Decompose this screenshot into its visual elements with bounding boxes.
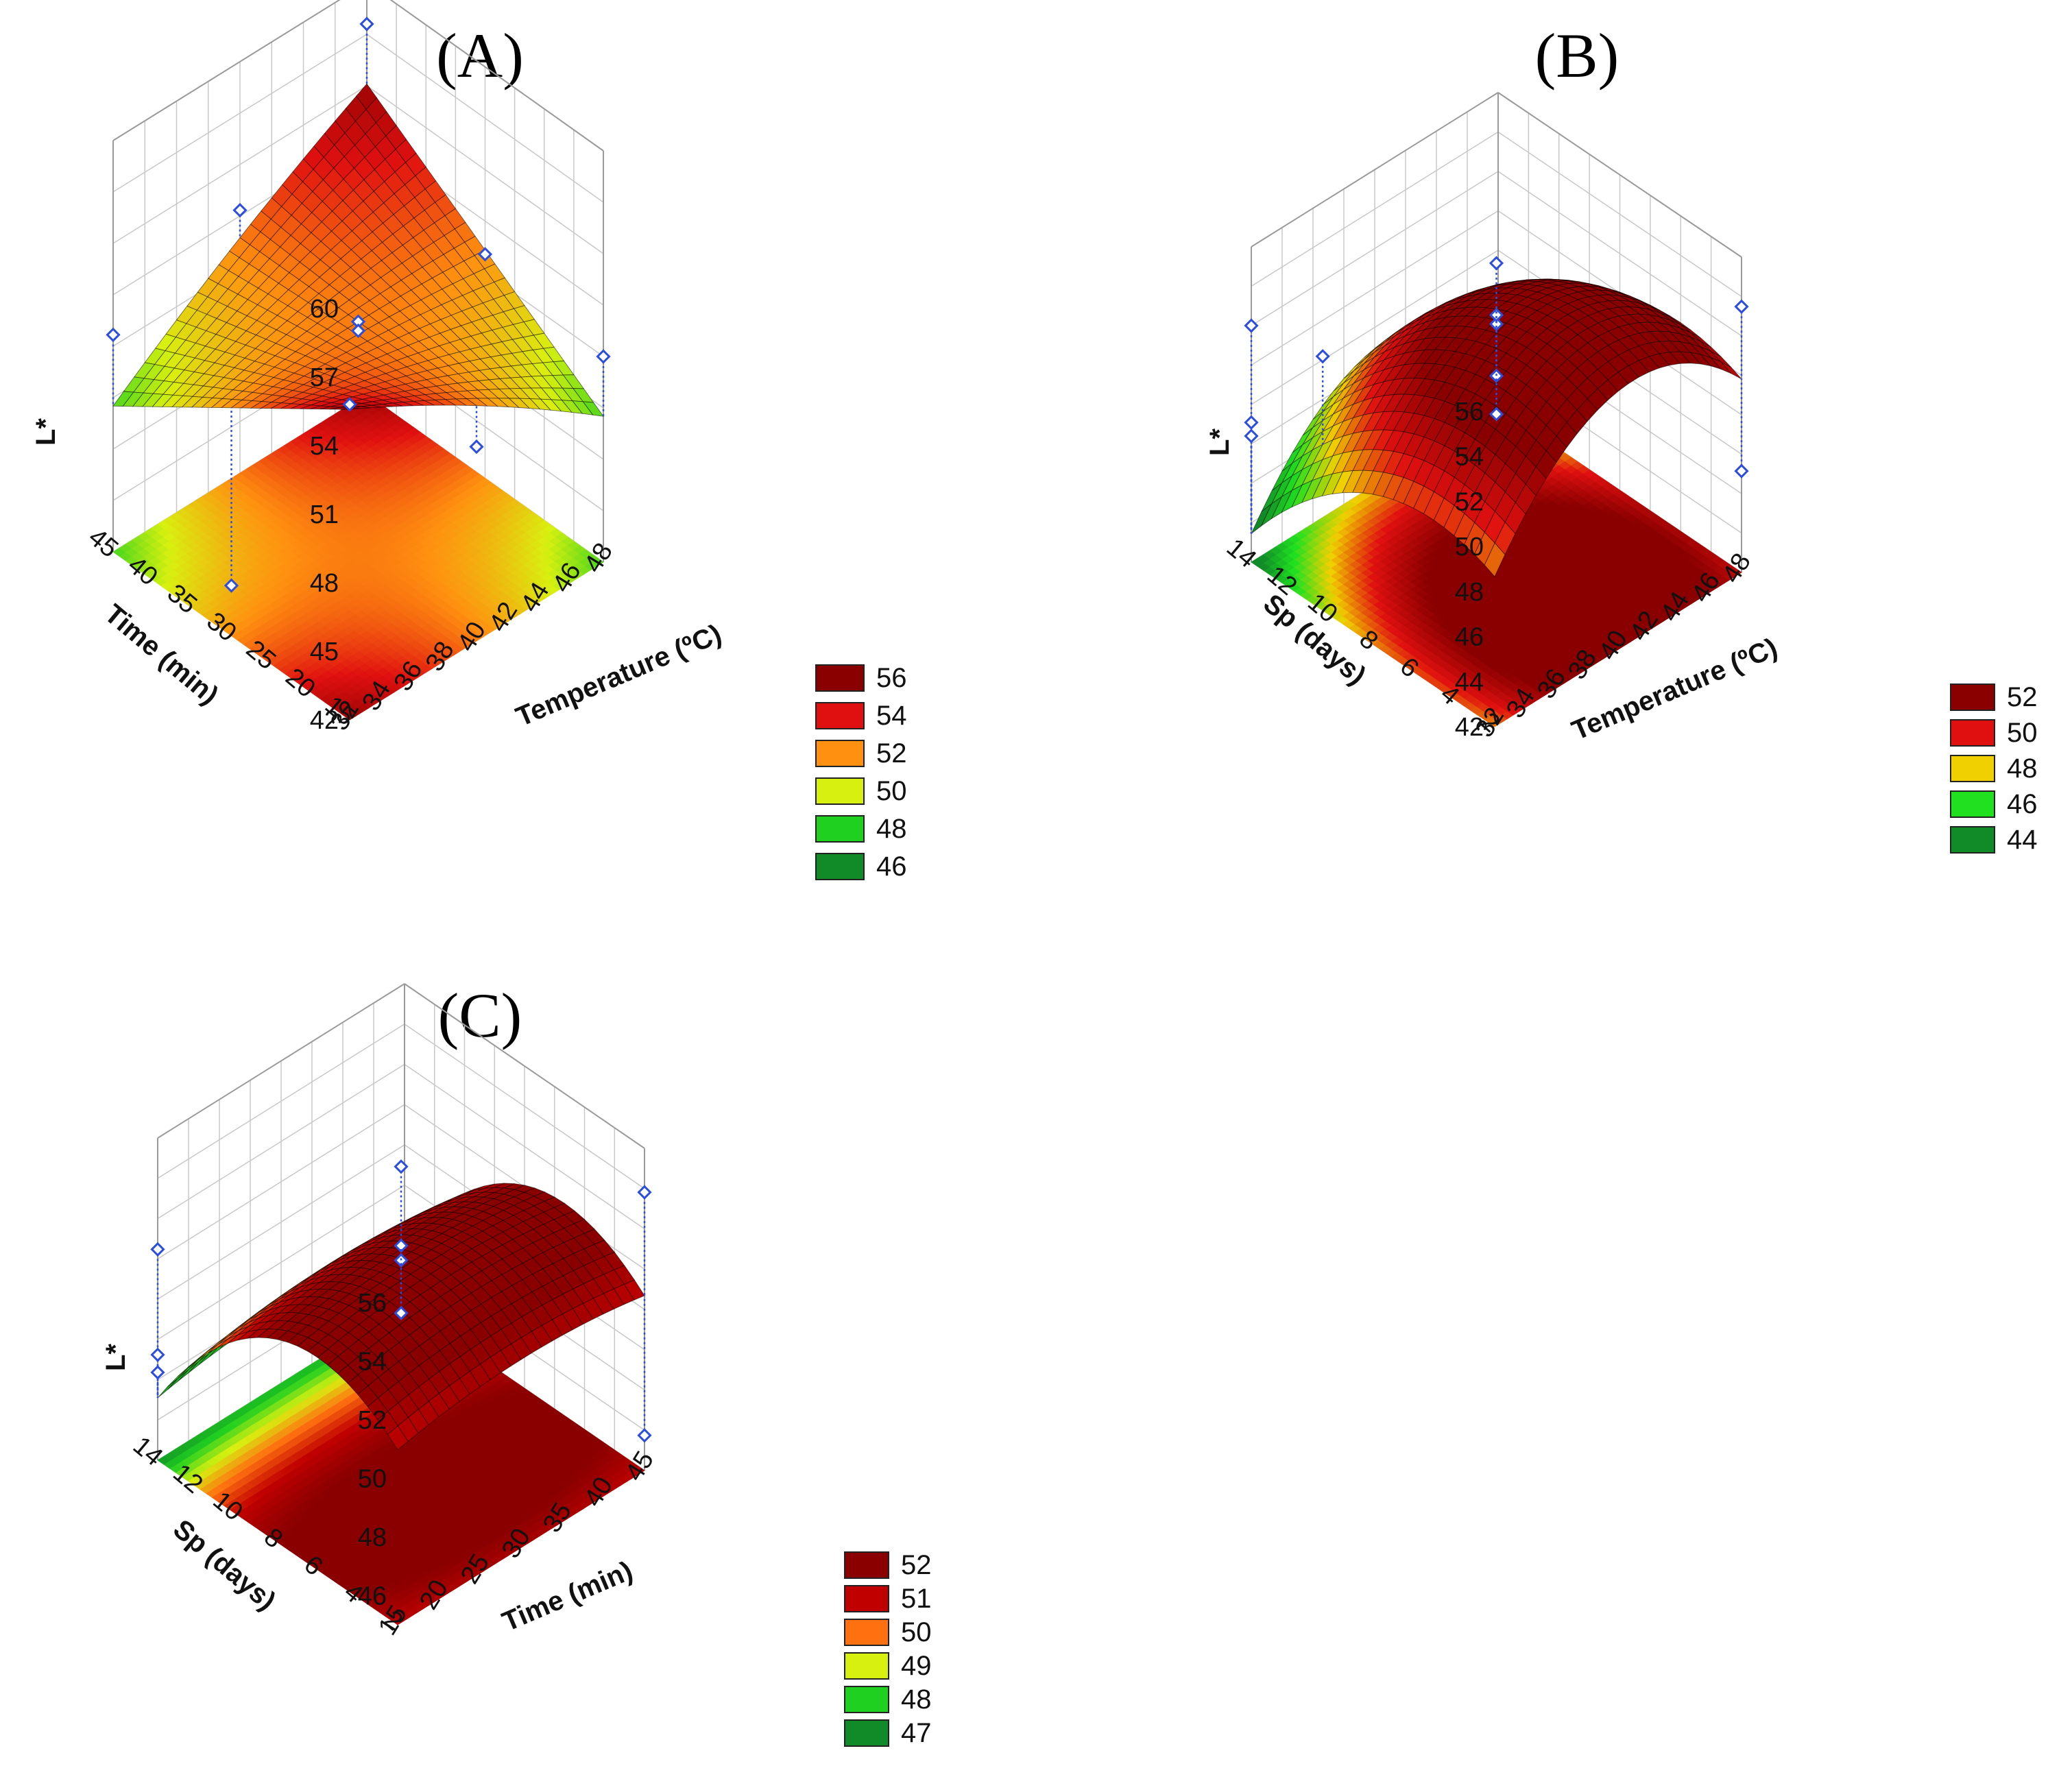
legend-swatch [1950,790,1995,818]
y-tick-label: 14 [1221,533,1262,574]
data-point [1734,463,1749,479]
contour-floor-a [112,394,604,721]
data-point [106,327,121,342]
z-tick-label: 57 [310,363,339,392]
design-points-a [106,16,611,593]
z-tick-label: 46 [1455,623,1484,652]
data-point [596,349,611,364]
data-point [224,578,239,593]
grid-line [366,34,604,203]
grid-line [112,34,368,193]
legend-swatch [1950,719,1995,747]
data-point [350,314,366,329]
data-point [1734,299,1749,314]
z-tick-label: 54 [1455,443,1484,472]
data-point [342,397,357,412]
z-tick-label: 48 [310,569,339,598]
data-point [359,16,374,32]
legend-label: 54 [876,701,907,731]
legend-swatch [815,815,865,843]
data-point [1244,318,1259,333]
panel-c: (C) 464850525456152025303540452468101214… [101,980,932,1748]
z-tick-label: 42 [310,706,339,735]
legend-label: 46 [2007,789,2038,819]
panel-title-b: (B) [1535,21,1619,90]
legend-swatch [815,740,865,767]
legend-swatch [815,702,865,729]
panel-title-a: (A) [436,21,524,90]
z-tick-label: 51 [310,500,339,529]
data-point [350,323,366,339]
data-point [1244,428,1259,444]
data-point [1244,415,1259,430]
legend-label: 52 [876,738,907,769]
legend-label: 52 [2007,682,2038,712]
legend-label: 48 [876,814,907,844]
x-axis-label-a: Temperature (ºC) [511,619,725,733]
legend-b: 52 50 48 46 44 [1950,682,2038,855]
legend-swatch [1950,826,1995,854]
legend-label: 56 [876,663,907,693]
legend-swatch [815,664,865,692]
legend-label: 48 [2007,753,2038,784]
data-point [477,247,493,262]
legend-swatch [815,853,865,880]
z-tick-label: 50 [1455,533,1484,561]
panel-b: (B) 424446485052545632343638404244464824… [1205,21,2038,855]
response-surface-a [112,83,604,417]
legend-label: 50 [876,776,907,806]
z-axis-label-a: L* [31,418,61,446]
box-edge [112,0,341,141]
data-point [1489,256,1504,271]
legend-swatch [815,777,865,805]
legend-swatch [1950,755,1995,782]
box-edge [389,0,604,152]
legend-a: 56 54 52 50 48 46 [815,663,907,882]
z-tick-label: 45 [310,638,339,666]
data-point [469,439,484,455]
y-tick-label: 45 [83,523,123,564]
z-tick-label: 60 [310,295,339,324]
z-tick-label: 54 [310,432,339,461]
grid-line [366,85,604,254]
legend-label: 46 [876,851,907,882]
panel-a: (A) 424548515457603234363840424446481520… [31,0,907,882]
grid-line [112,85,368,244]
z-tick-label: 56 [1455,398,1484,426]
data-point [1315,349,1330,364]
legend-swatch [1950,684,1995,711]
legend-label: 44 [2007,825,2038,855]
legend-label: 50 [2007,718,2038,748]
z-tick-label: 48 [1455,578,1484,607]
z-tick-label: 52 [1455,487,1484,516]
z-axis-label-b: L* [1205,428,1235,456]
data-point [232,203,248,218]
